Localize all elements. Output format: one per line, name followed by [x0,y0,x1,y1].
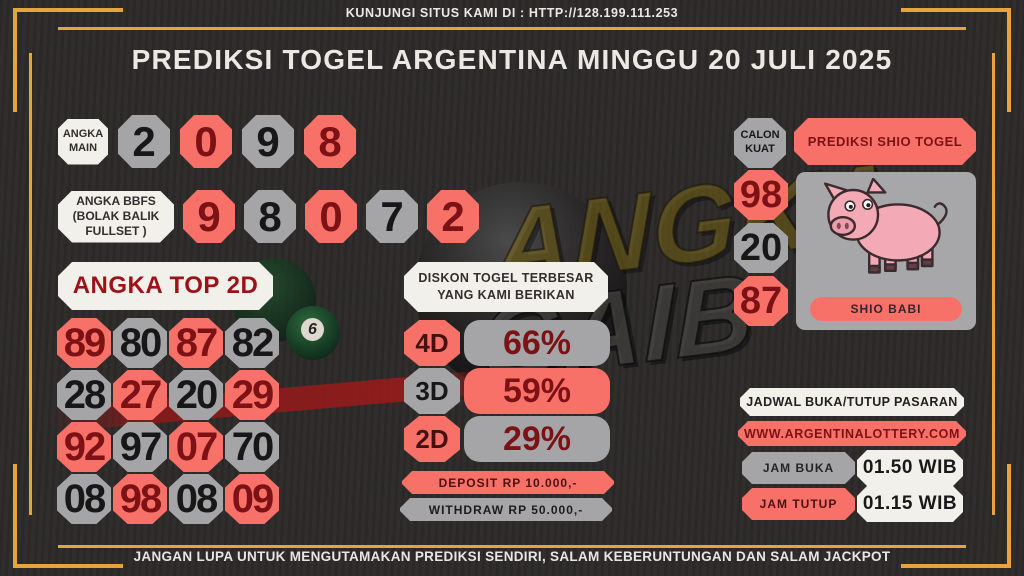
calon-number: 87 [734,276,788,326]
diskon-row-2d: 2D 29% [404,416,610,462]
diskon-header: DISKON TOGEL TERBESAR YANG KAMI BERIKAN [404,262,608,312]
diskon-label: 3D [404,368,460,414]
diskon-label: 4D [404,320,460,366]
angka-bbfs-row: ANGKA BBFS (BOLAK BALIK FULLSET ) 9 8 0 … [58,190,479,243]
angka-bbfs-digit: 8 [244,190,296,243]
angka-main-digit: 8 [304,115,356,168]
pig-illustration [824,178,948,274]
shio-box: SHIO BABI [796,172,976,330]
frame-bottom-right-h [901,564,1011,568]
diskon-value: 66% [464,320,610,366]
shio-header: PREDIKSI SHIO TOGEL [794,118,976,165]
ball-six-number: 6 [301,318,324,341]
diskon-row-3d: 3D 59% [404,368,610,414]
top2d-cell: 97 [113,422,167,472]
frame-inner-top [58,27,966,30]
top2d-cell: 89 [57,318,111,368]
jadwal-header: JADWAL BUKA/TUTUP PASARAN [740,388,964,416]
jam-buka-value: 01.50 WIB [857,450,963,486]
top2d-cell: 82 [225,318,279,368]
diskon-value: 29% [464,416,610,462]
calon-kuat-numbers: 98 20 87 [734,170,788,326]
top2d-cell: 29 [225,370,279,420]
angka-bbfs-digit: 9 [183,190,235,243]
top2d-cell: 07 [169,422,223,472]
top2d-cell: 98 [113,474,167,524]
frame-top-left-h [13,8,123,12]
angka-bbfs-label: ANGKA BBFS (BOLAK BALIK FULLSET ) [58,191,174,243]
top2d-cell: 27 [113,370,167,420]
angka-main-digit: 9 [242,115,294,168]
top2d-cell: 70 [225,422,279,472]
frame-bottom-left-v [13,464,17,568]
angka-bbfs-digit: 2 [427,190,479,243]
frame-inner-left [29,53,32,515]
angka-main-label: ANGKA MAIN [58,119,108,165]
jam-tutup-value: 01.15 WIB [857,486,963,522]
page-title: PREDIKSI TOGEL ARGENTINA MINGGU 20 JULI … [131,44,893,75]
footer-text: JANGAN LUPA UNTUK MENGUTAMAKAN PREDIKSI … [133,549,891,564]
jam-tutup-label: JAM TUTUP [742,488,855,520]
angka-main-row: ANGKA MAIN 2 0 9 8 [58,115,356,168]
calon-number: 98 [734,170,788,220]
top2d-cell: 92 [57,422,111,472]
website-pill[interactable]: WWW.ARGENTINALOTTERY.COM [738,421,966,446]
visit-site-text[interactable]: KUNJUNGI SITUS KAMI DI : HTTP://128.199.… [345,6,679,20]
angka-top-2d-grid: 89 80 87 82 28 27 20 29 92 97 07 70 08 9… [57,318,279,524]
frame-top-right-h [901,8,1011,12]
billiard-ball-6-icon: 6 [286,306,340,360]
shio-badge: SHIO BABI [810,297,962,321]
frame-top-left-v [13,8,17,112]
angka-main-digit: 0 [180,115,232,168]
frame-bottom-left-h [13,564,123,568]
calon-number: 20 [734,223,788,273]
diskon-row-4d: 4D 66% [404,320,610,366]
top2d-cell: 28 [57,370,111,420]
diskon-label: 2D [404,416,460,462]
frame-inner-right [992,53,995,515]
top2d-cell: 20 [169,370,223,420]
angka-bbfs-digit: 0 [305,190,357,243]
top2d-cell: 08 [169,474,223,524]
frame-bottom-right-v [1007,464,1011,568]
calon-kuat-label: CALON KUAT [734,118,786,168]
top2d-cell: 87 [169,318,223,368]
deposit-pill: DEPOSIT RP 10.000,- [402,471,614,494]
angka-main-digit: 2 [118,115,170,168]
top2d-cell: 80 [113,318,167,368]
diskon-value: 59% [464,368,610,414]
angka-top-2d-header: ANGKA TOP 2D [58,262,273,310]
top2d-cell: 08 [57,474,111,524]
angka-bbfs-digit: 7 [366,190,418,243]
jam-buka-label: JAM BUKA [742,452,855,484]
top2d-cell: 09 [225,474,279,524]
frame-top-right-v [1007,8,1011,112]
frame-inner-bottom [58,545,966,548]
withdraw-pill: WITHDRAW RP 50.000,- [400,498,612,521]
diskon-rows: 4D 66% 3D 59% 2D 29% [404,320,610,462]
